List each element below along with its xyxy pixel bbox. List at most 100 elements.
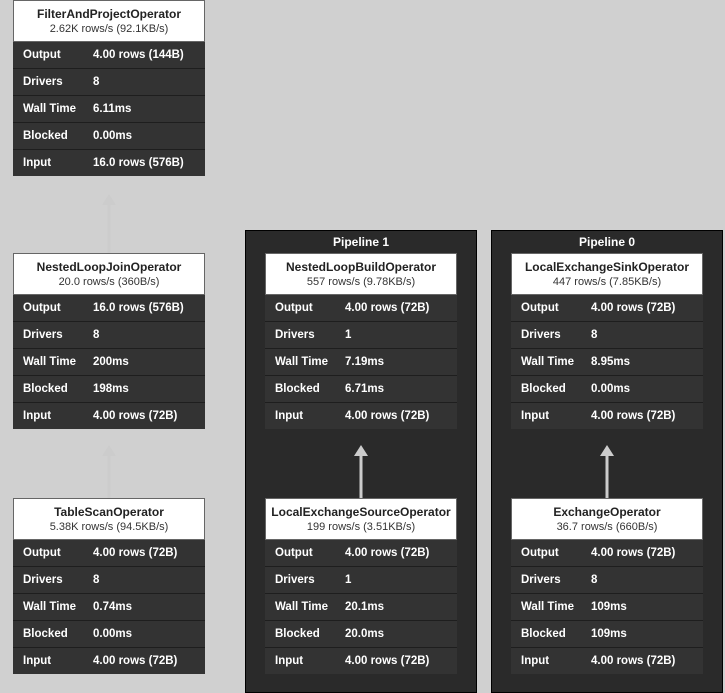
operator-header: TableScanOperator5.38K rows/s (94.5KB/s) (13, 498, 205, 540)
operator-node: LocalExchangeSourceOperator199 rows/s (3… (265, 498, 457, 674)
metric-row-input: Input4.00 rows (72B) (511, 648, 703, 674)
metric-row-input: Input4.00 rows (72B) (13, 403, 205, 429)
metric-label: Blocked (23, 628, 93, 640)
metric-value: 1 (345, 574, 351, 586)
metric-label: Output (23, 302, 93, 314)
metric-row-blocked: Blocked0.00ms (511, 376, 703, 403)
metric-value: 4.00 rows (144B) (93, 49, 184, 61)
metric-row-blocked: Blocked6.71ms (265, 376, 457, 403)
metric-value: 6.71ms (345, 383, 384, 395)
operator-node: NestedLoopJoinOperator 20.0 rows/s (360B/… (13, 253, 205, 429)
operator-subtitle: 20.0 rows/s (360B/s) (18, 276, 200, 288)
metric-row-drivers: Drivers8 (13, 69, 205, 96)
metric-value: 8 (93, 76, 99, 88)
flow-arrow (600, 445, 614, 498)
operator-header: LocalExchangeSinkOperator 447 rows/s (7.8… (511, 253, 703, 295)
metric-label: Input (521, 655, 591, 667)
metric-row-wall: Wall Time8.95ms (511, 349, 703, 376)
metric-label: Input (23, 410, 93, 422)
metric-value: 4.00 rows (72B) (591, 547, 675, 559)
metric-row-drivers: Drivers1 (265, 567, 457, 594)
metric-label: Drivers (23, 329, 93, 341)
metric-label: Wall Time (275, 601, 345, 613)
metric-label: Blocked (275, 383, 345, 395)
metric-label: Wall Time (23, 103, 93, 115)
metric-row-wall: Wall Time20.1ms (265, 594, 457, 621)
metric-value: 198ms (93, 383, 129, 395)
operator-node: NestedLoopBuildOperator 557 rows/s (9.78K… (265, 253, 457, 429)
metric-label: Input (23, 655, 93, 667)
metric-row-blocked: Blocked0.00ms (13, 123, 205, 150)
metric-label: Blocked (521, 383, 591, 395)
metric-row-output: Output16.0 rows (576B) (13, 295, 205, 322)
metric-row-input: Input4.00 rows (72B) (265, 403, 457, 429)
metric-label: Output (23, 547, 93, 559)
metric-value: 8.95ms (591, 356, 630, 368)
metric-value: 4.00 rows (72B) (591, 655, 675, 667)
operator-node: ExchangeOperator36.7 rows/s (660B/s) Outp… (511, 498, 703, 674)
metric-value: 8 (591, 329, 597, 341)
operator-header: ExchangeOperator36.7 rows/s (660B/s) (511, 498, 703, 540)
operator-subtitle: 36.7 rows/s (660B/s) (516, 521, 698, 533)
metric-row-output: Output4.00 rows (72B) (265, 295, 457, 322)
metric-label: Wall Time (23, 601, 93, 613)
metric-label: Wall Time (275, 356, 345, 368)
metric-row-blocked: Blocked109ms (511, 621, 703, 648)
metric-value: 8 (93, 574, 99, 586)
metric-label: Drivers (23, 574, 93, 586)
metric-value: 4.00 rows (72B) (591, 410, 675, 422)
metric-label: Blocked (521, 628, 591, 640)
metric-value: 0.00ms (591, 383, 630, 395)
metric-value: 4.00 rows (72B) (93, 547, 177, 559)
metric-label: Blocked (275, 628, 345, 640)
metric-label: Blocked (23, 383, 93, 395)
metric-value: 200ms (93, 356, 129, 368)
metric-label: Input (275, 655, 345, 667)
operator-title: LocalExchangeSinkOperator (516, 260, 698, 274)
metric-label: Output (23, 49, 93, 61)
flow-arrow (102, 194, 116, 253)
metric-value: 16.0 rows (576B) (93, 157, 184, 169)
metric-label: Wall Time (521, 601, 591, 613)
metric-value: 8 (591, 574, 597, 586)
operator-title: TableScanOperator (18, 505, 200, 519)
metric-label: Output (275, 302, 345, 314)
metric-value: 20.0ms (345, 628, 384, 640)
metric-value: 109ms (591, 628, 627, 640)
operator-subtitle: 199 rows/s (3.51KB/s) (270, 521, 452, 533)
operator-header: NestedLoopJoinOperator 20.0 rows/s (360B/… (13, 253, 205, 295)
metric-label: Output (521, 547, 591, 559)
metric-value: 0.00ms (93, 628, 132, 640)
metric-value: 7.19ms (345, 356, 384, 368)
metric-value: 16.0 rows (576B) (93, 302, 184, 314)
metric-value: 4.00 rows (72B) (345, 547, 429, 559)
operator-node: FilterAndProjectOperator2.62K rows/s (92… (13, 0, 205, 176)
metric-row-input: Input4.00 rows (72B) (265, 648, 457, 674)
operator-title: NestedLoopBuildOperator (270, 260, 452, 274)
metric-label: Blocked (23, 130, 93, 142)
metric-row-wall: Wall Time200ms (13, 349, 205, 376)
metric-row-output: Output4.00 rows (72B) (13, 540, 205, 567)
operator-title: NestedLoopJoinOperator (18, 260, 200, 274)
metric-label: Drivers (521, 574, 591, 586)
metric-label: Wall Time (23, 356, 93, 368)
metric-value: 4.00 rows (72B) (93, 655, 177, 667)
metric-row-drivers: Drivers8 (511, 567, 703, 594)
metric-value: 4.00 rows (72B) (345, 410, 429, 422)
metric-row-blocked: Blocked20.0ms (265, 621, 457, 648)
metric-row-drivers: Drivers8 (511, 322, 703, 349)
metric-value: 1 (345, 329, 351, 341)
metric-row-output: Output4.00 rows (144B) (13, 42, 205, 69)
flow-arrow (102, 445, 116, 498)
metric-value: 4.00 rows (72B) (345, 302, 429, 314)
operator-subtitle: 2.62K rows/s (92.1KB/s) (18, 23, 200, 35)
operator-header: FilterAndProjectOperator2.62K rows/s (92… (13, 0, 205, 42)
metric-label: Drivers (23, 76, 93, 88)
operator-subtitle: 557 rows/s (9.78KB/s) (270, 276, 452, 288)
metric-label: Input (521, 410, 591, 422)
operator-header: LocalExchangeSourceOperator199 rows/s (3… (265, 498, 457, 540)
metric-value: 109ms (591, 601, 627, 613)
metric-value: 0.00ms (93, 130, 132, 142)
metric-row-blocked: Blocked0.00ms (13, 621, 205, 648)
operator-subtitle: 447 rows/s (7.85KB/s) (516, 276, 698, 288)
